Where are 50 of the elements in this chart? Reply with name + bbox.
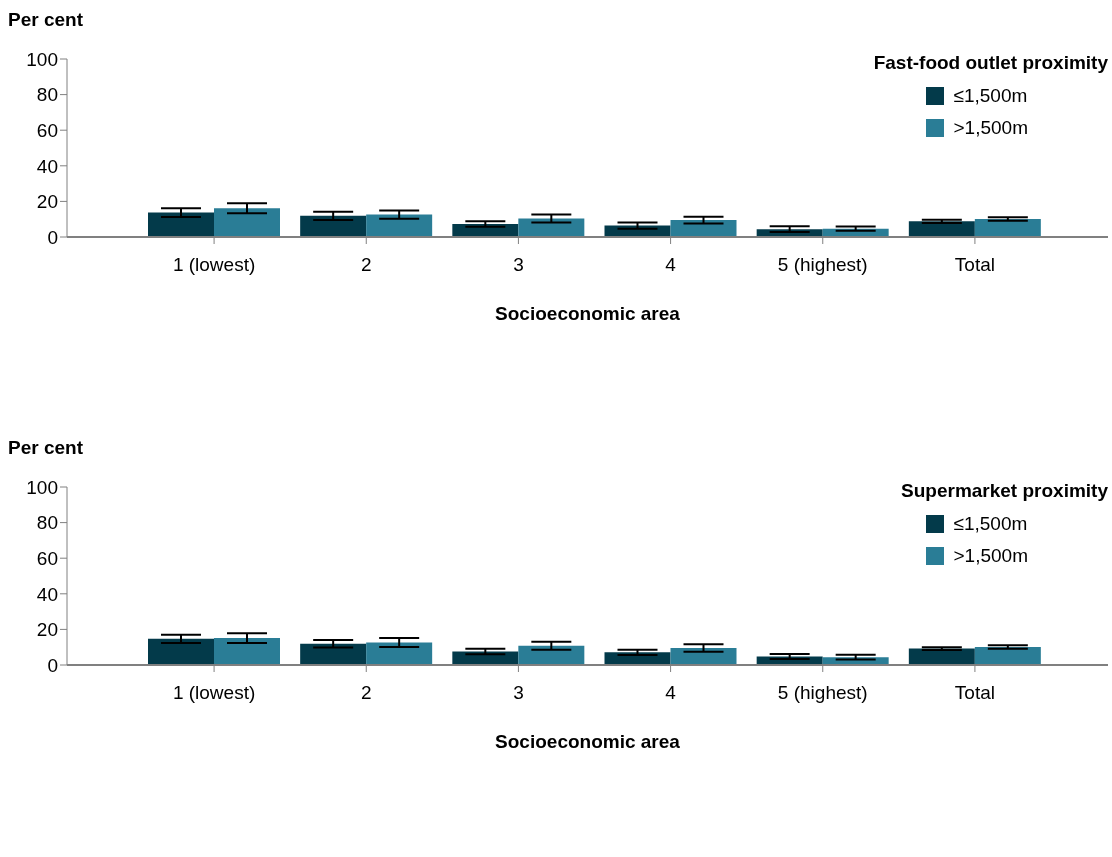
x-tick-label: Total [954,254,995,276]
y-tick-label: 60 [36,119,58,141]
y-tick-label: 20 [36,619,58,641]
y-tick-label: 100 [26,48,58,70]
x-tick-label: 1 (lowest) [172,682,256,704]
x-tick-label: 4 [665,254,677,276]
y-tick-label: 100 [26,476,58,498]
y-tick-label: 80 [36,512,58,534]
y-tick-label: 60 [36,547,58,569]
y-tick-label: 20 [36,191,58,213]
x-tick-label: 1 (lowest) [172,254,256,276]
x-tick-label: 3 [513,254,524,276]
bar [670,648,737,665]
x-tick-label: 2 [360,254,372,276]
bar [974,219,1041,237]
y-tick-label: 40 [36,155,58,177]
y-tick-label: 0 [47,654,58,676]
x-tick-label: 5 (highest) [777,254,868,276]
y-axis-title: Per cent [8,8,84,32]
bar [300,643,367,665]
bar [518,645,585,665]
legend-title: Fast-food outlet proximity [873,52,1108,73]
legend-label: >1,500m [952,544,1028,568]
bar [148,212,214,237]
x-tick-label: Total [954,682,995,704]
y-tick-label: 80 [36,84,58,106]
x-axis-title: Socioeconomic area [495,731,681,752]
bar [214,638,280,665]
bar [214,208,280,237]
y-tick-label: 0 [47,226,58,248]
y-tick-label: 40 [36,583,58,605]
legend-label: ≤1,500m [952,84,1028,108]
legend-title: Supermarket proximity [901,480,1108,501]
bar [148,638,214,665]
bar [366,214,433,237]
bar [908,221,975,237]
bar [452,651,519,665]
x-tick-label: 4 [665,682,677,704]
y-axis-title: Per cent [8,436,84,460]
bar [518,218,585,237]
x-axis-title: Socioeconomic area [495,303,681,324]
x-tick-label: 5 (highest) [777,682,868,704]
bar [974,647,1041,665]
bar [300,215,367,237]
bar [366,642,433,665]
x-tick-label: 3 [513,682,524,704]
x-tick-label: 2 [360,682,372,704]
bar [670,220,737,237]
legend-label: ≤1,500m [952,512,1028,536]
legend-label: >1,500m [952,116,1028,140]
